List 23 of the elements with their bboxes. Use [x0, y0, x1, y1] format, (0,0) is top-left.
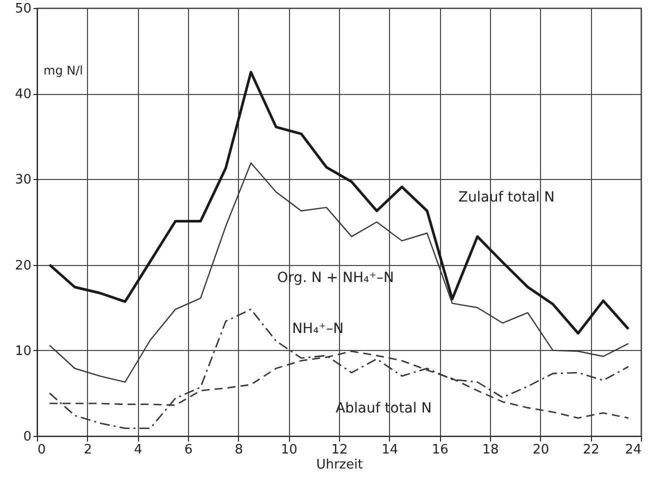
x-tick-label: 4 [134, 442, 142, 458]
x-tick-label: 6 [184, 442, 193, 458]
x-tick-label: 10 [280, 442, 298, 458]
x-axis-title: Uhrzeit [316, 458, 363, 472]
x-tick-label: 18 [482, 442, 499, 458]
x-tick-label: 14 [382, 442, 398, 458]
x-tick-label: 24 [624, 442, 642, 458]
x-tick-label: 2 [84, 442, 92, 458]
y-axis-title: mg N/l [44, 64, 83, 78]
x-tick-label: 12 [331, 442, 348, 458]
x-tick-label: 0 [38, 442, 46, 458]
y-tick-label: 0 [23, 430, 32, 444]
line-series [48, 162, 630, 383]
x-tick-label: 20 [532, 442, 550, 458]
line-series [48, 308, 630, 429]
x-tick-label: 8 [234, 442, 243, 458]
y-tick-label: 30 [14, 172, 32, 188]
y-tick-label: 20 [14, 258, 32, 274]
x-tick-label: 22 [582, 442, 600, 458]
y-tick-label: 40 [14, 87, 32, 102]
x-tick-label: 16 [432, 442, 448, 458]
y-tick-label: 10 [14, 344, 32, 359]
y-tick-label: 50 [14, 2, 32, 16]
